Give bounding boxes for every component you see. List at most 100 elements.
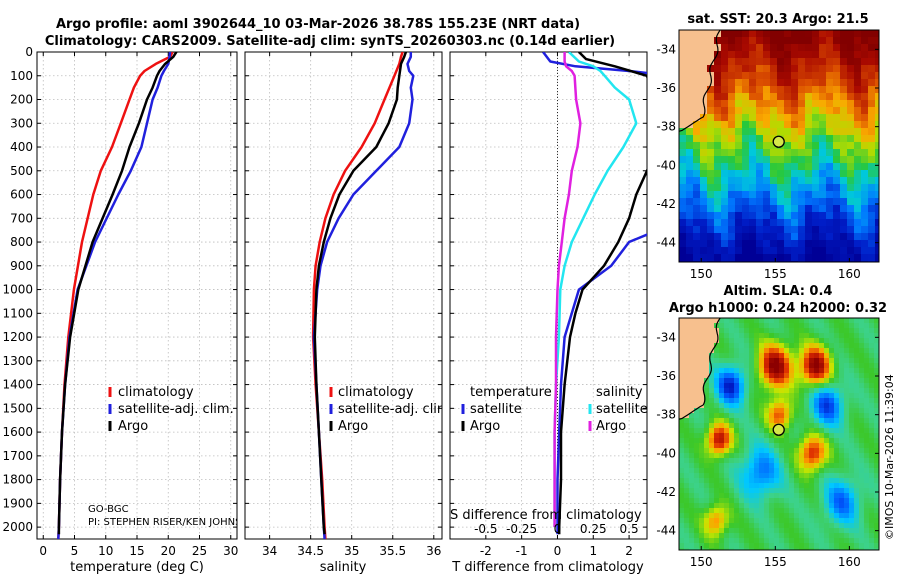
ocean-cell: [805, 30, 813, 38]
ocean-cell: [824, 473, 830, 479]
land-cell: [679, 333, 685, 339]
land-cell: [693, 107, 701, 115]
ocean-cell: [861, 107, 869, 115]
ocean-cell: [749, 388, 755, 394]
ocean-cell: [759, 443, 765, 449]
ocean-cell: [812, 30, 820, 38]
ocean-cell: [847, 184, 855, 192]
ocean-cell: [791, 184, 799, 192]
ocean-cell: [847, 121, 855, 129]
land-cell: [684, 393, 690, 399]
ocean-cell: [829, 453, 835, 459]
ocean-cell: [749, 135, 757, 143]
ocean-cell: [819, 107, 827, 115]
ocean-cell: [719, 413, 725, 419]
ocean-cell: [844, 323, 850, 329]
ocean-cell: [819, 508, 825, 514]
ocean-cell: [844, 528, 850, 534]
ocean-cell: [834, 368, 840, 374]
ocean-cell: [799, 483, 805, 489]
ocean-cell: [734, 353, 740, 359]
ocean-cell: [809, 418, 815, 424]
ocean-cell: [859, 518, 865, 524]
ocean-cell: [728, 121, 736, 129]
ocean-cell: [829, 538, 835, 544]
ocean-cell: [759, 393, 765, 399]
ocean-cell: [833, 100, 841, 108]
ocean-cell: [735, 191, 743, 199]
ocean-cell: [874, 463, 879, 469]
ocean-cell: [829, 503, 835, 509]
ocean-cell: [769, 468, 775, 474]
ocean-cell: [744, 338, 750, 344]
ocean-cell: [719, 408, 725, 414]
ocean-cell: [734, 338, 740, 344]
ocean-cell: [744, 358, 750, 364]
ocean-cell: [824, 353, 830, 359]
ocean-cell: [779, 538, 785, 544]
ocean-cell: [854, 398, 860, 404]
ocean-cell: [809, 483, 815, 489]
ocean-cell: [804, 363, 810, 369]
ocean-cell: [742, 240, 750, 248]
ocean-cell: [699, 458, 705, 464]
ocean-cell: [833, 177, 841, 185]
land-cell: [699, 358, 705, 364]
ocean-cell: [794, 463, 800, 469]
series-line-satellite-adj-clim-: [57, 52, 172, 539]
ocean-cell: [777, 149, 785, 157]
ocean-cell: [849, 493, 855, 499]
ocean-cell: [839, 368, 845, 374]
ocean-cell: [779, 408, 785, 414]
ocean-cell: [799, 378, 805, 384]
ocean-cell: [742, 219, 750, 227]
x-tick-label: 15: [129, 544, 144, 558]
ocean-cell: [805, 72, 813, 80]
ocean-cell: [824, 363, 830, 369]
ocean-cell: [869, 413, 875, 419]
ocean-cell: [812, 191, 820, 199]
ocean-cell: [764, 433, 770, 439]
ocean-cell: [735, 100, 743, 108]
ocean-cell: [840, 79, 848, 87]
land-cell: [714, 333, 720, 339]
ocean-cell: [742, 233, 750, 241]
ocean-cell: [724, 328, 730, 334]
ocean-cell: [847, 170, 855, 178]
ocean-cell: [839, 468, 845, 474]
ocean-cell: [721, 156, 729, 164]
ocean-cell: [774, 318, 780, 324]
ocean-cell: [829, 398, 835, 404]
ocean-cell: [763, 254, 771, 262]
ocean-cell: [749, 518, 755, 524]
ocean-cell: [742, 128, 750, 136]
ocean-cell: [875, 163, 879, 171]
ocean-cell: [707, 149, 715, 157]
ocean-cell: [764, 363, 770, 369]
ocean-cell: [774, 548, 780, 550]
ocean-cell: [704, 428, 710, 434]
ocean-cell: [777, 30, 785, 38]
ocean-cell: [724, 538, 730, 544]
ocean-cell: [824, 393, 830, 399]
ocean-cell: [679, 205, 687, 213]
ocean-cell: [709, 528, 715, 534]
y-tick-label: 800: [10, 235, 33, 249]
ocean-cell: [804, 443, 810, 449]
ocean-cell: [789, 408, 795, 414]
ocean-cell: [784, 428, 790, 434]
ocean-cell: [854, 44, 862, 52]
ocean-cell: [699, 428, 705, 434]
ocean-cell: [847, 156, 855, 164]
ocean-cell: [724, 433, 730, 439]
ocean-cell: [834, 493, 840, 499]
ocean-cell: [749, 478, 755, 484]
ocean-cell: [686, 254, 694, 262]
ocean-cell: [714, 528, 720, 534]
ocean-cell: [709, 513, 715, 519]
ocean-cell: [719, 343, 725, 349]
ocean-cell: [729, 413, 735, 419]
ocean-cell: [749, 318, 755, 324]
ocean-cell: [868, 135, 876, 143]
ocean-cell: [769, 328, 775, 334]
